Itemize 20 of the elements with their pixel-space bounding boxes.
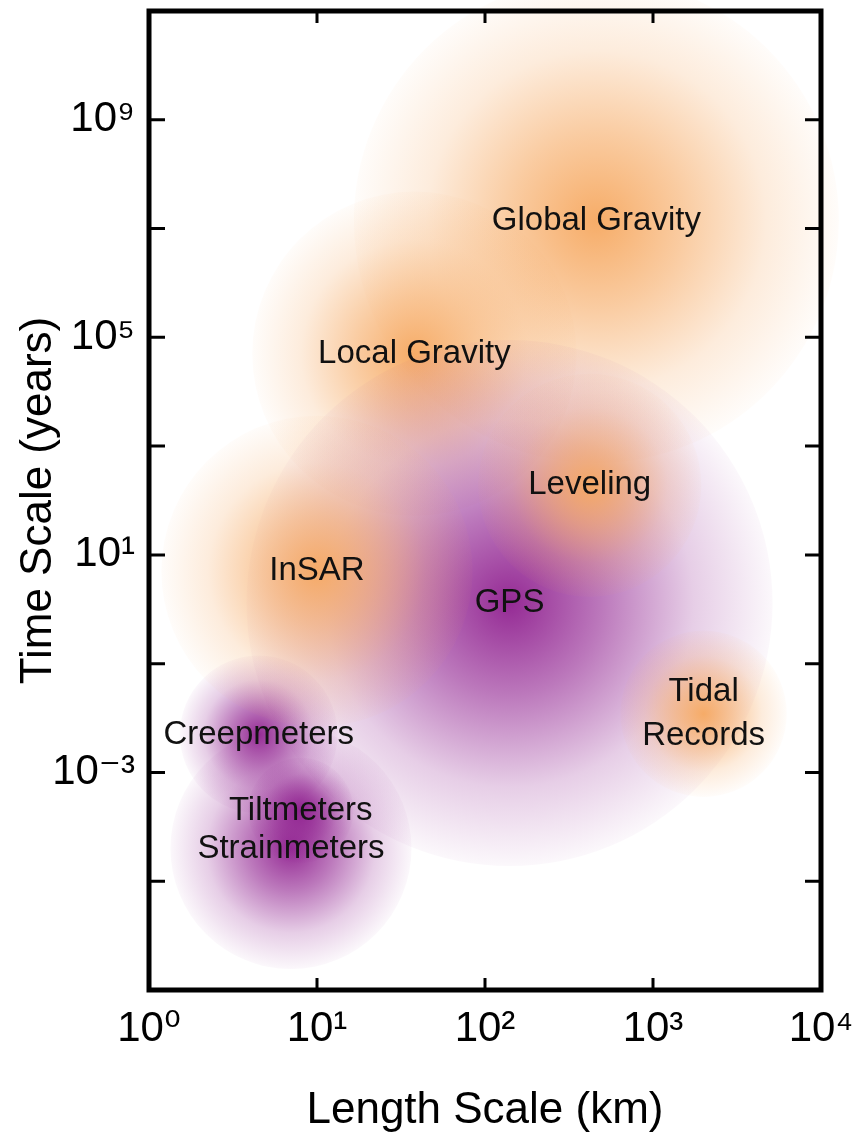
series-label: Global Gravity (491, 199, 702, 237)
x-tick-label: 10⁴ (788, 1002, 854, 1050)
series-label: Leveling (528, 464, 652, 502)
y-tick-label: 10⁵ (70, 310, 135, 358)
series-label: Tidal Records (642, 670, 766, 752)
y-axis-title: Time Scale (years) (10, 316, 60, 685)
x-tick-label: 10³ (622, 1002, 684, 1050)
y-tick-label: 10⁻³ (52, 746, 136, 794)
y-tick-label: 10⁹ (70, 93, 135, 141)
series-label: InSAR (269, 550, 365, 588)
series-label: Creepmeters (163, 713, 355, 751)
series-label: Local Gravity (318, 332, 512, 370)
series-label: GPS (474, 582, 545, 620)
series-label: Strainmeters (197, 827, 385, 865)
x-axis-title: Length Scale (km) (306, 1082, 664, 1132)
x-tick-label: 10¹ (286, 1002, 348, 1050)
x-tick-label: 10⁰ (117, 1002, 181, 1050)
series-label: Tiltmeters (228, 789, 373, 827)
y-tick-label: 10¹ (74, 528, 136, 576)
x-tick-label: 10² (454, 1002, 516, 1050)
